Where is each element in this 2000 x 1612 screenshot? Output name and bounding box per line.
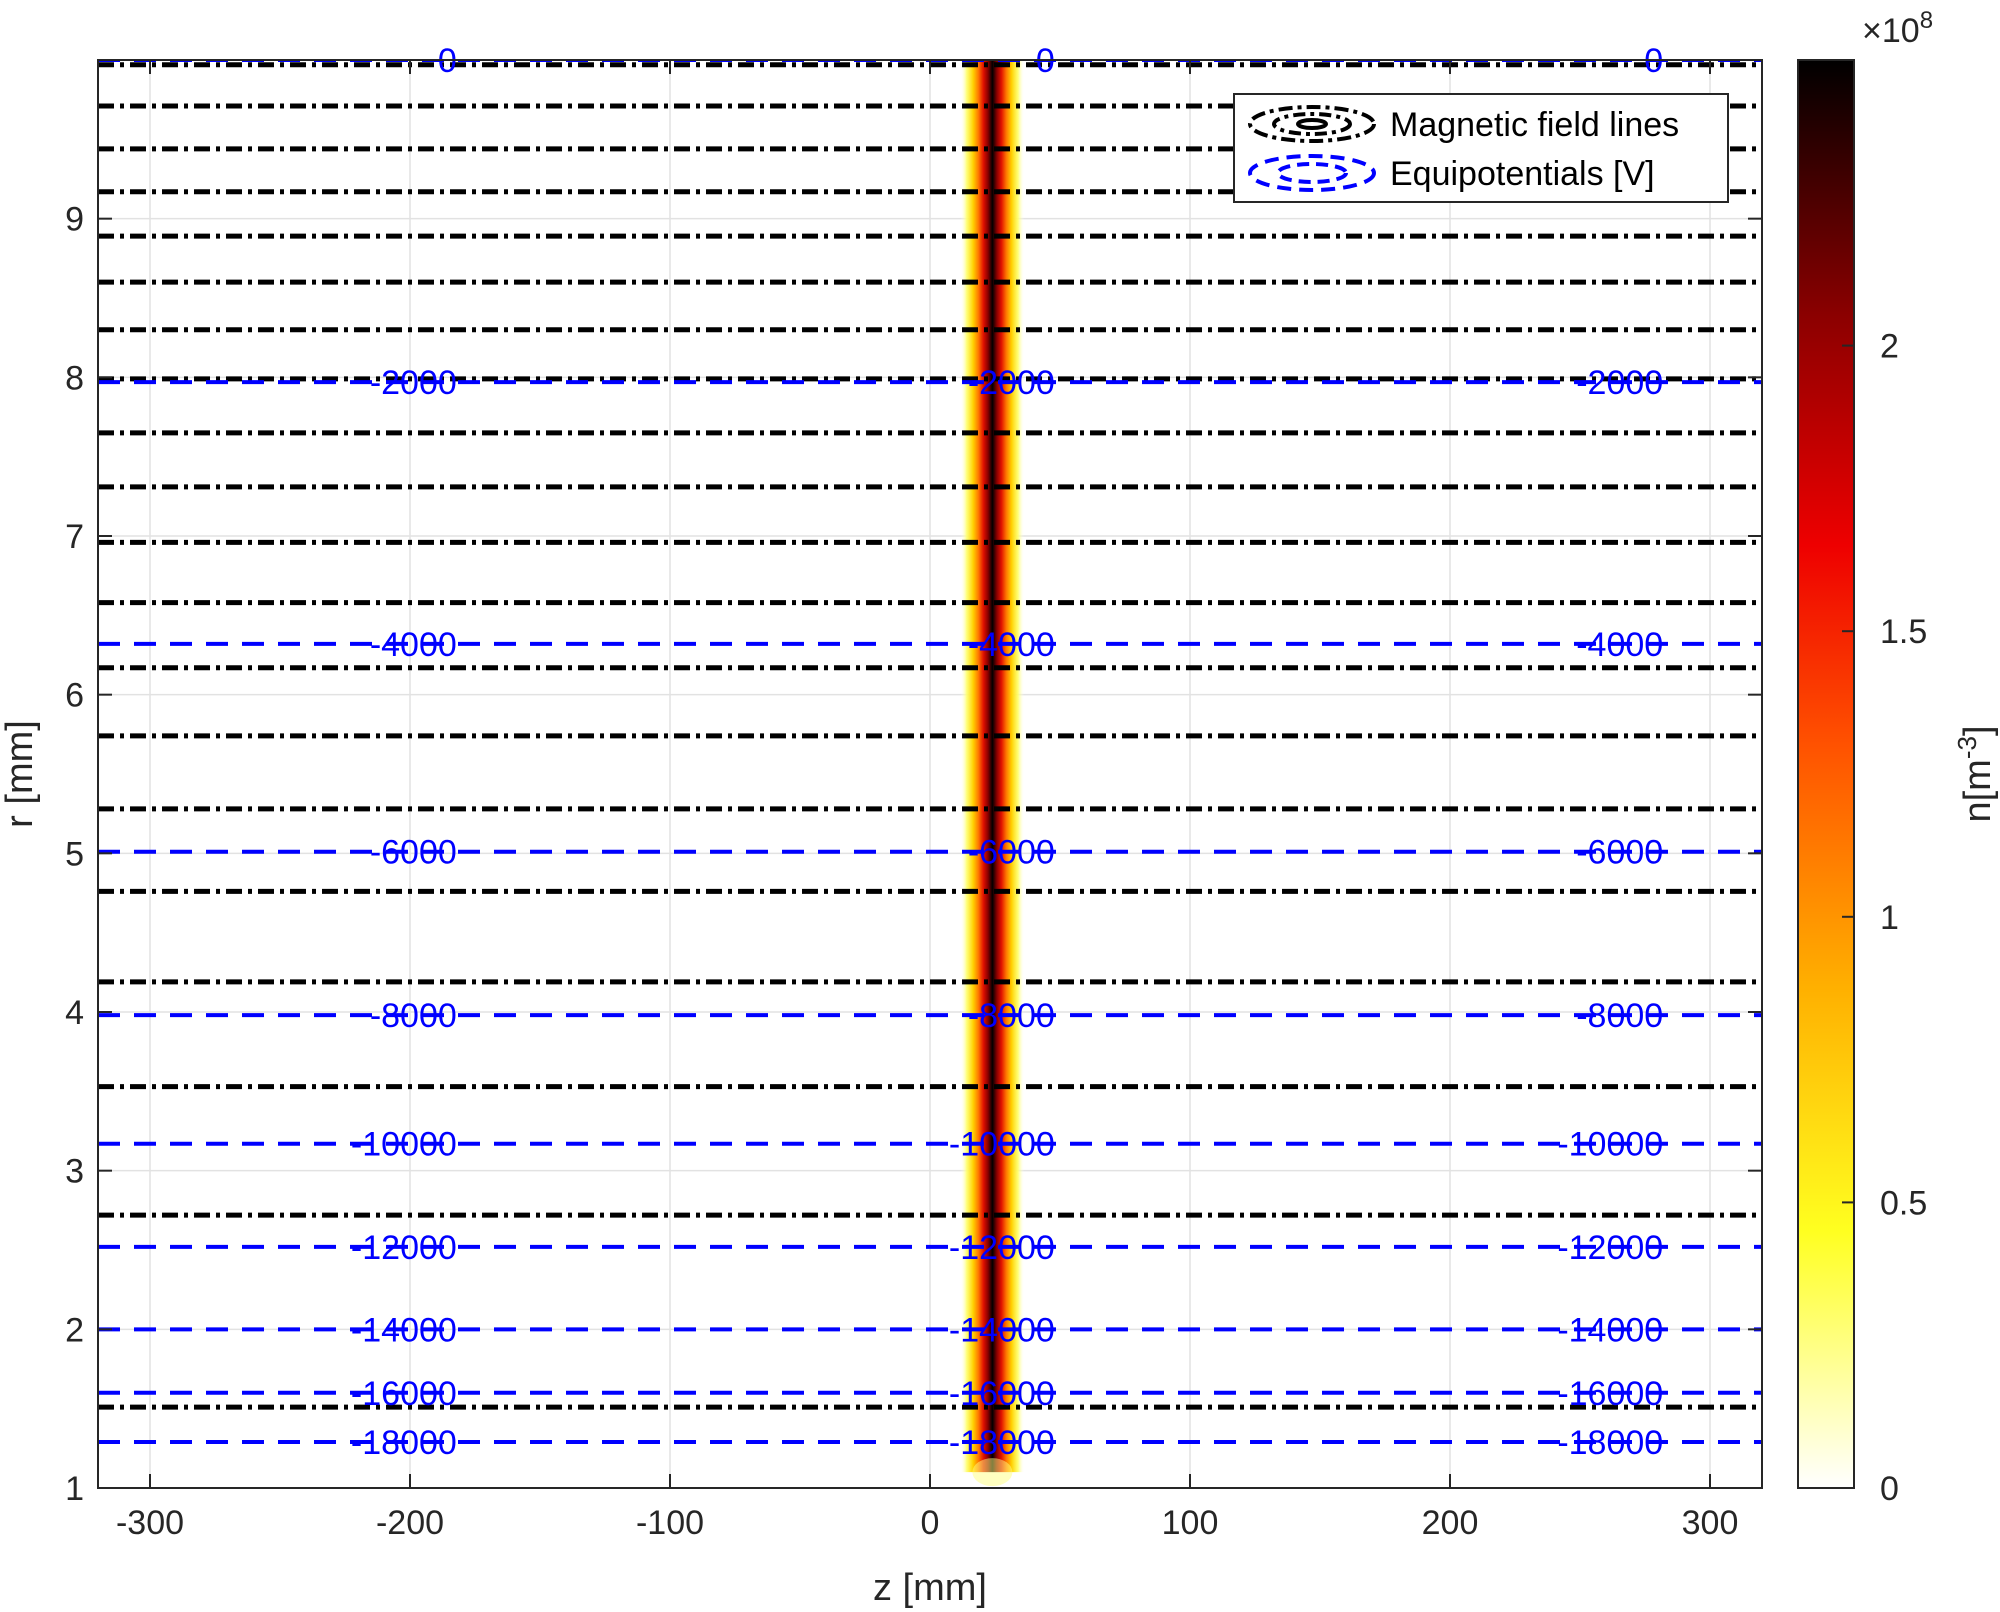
svg-text:n[m-3]: n[m-3]: [1952, 725, 1999, 822]
colorbar-tick-label: 0.5: [1880, 1184, 1927, 1222]
y-tick-label: 1: [65, 1470, 84, 1508]
legend[interactable]: Magnetic field lines Equipotentials [V]: [1233, 93, 1729, 203]
svg-text:×108: ×108: [1862, 7, 1933, 50]
equipotential-label: -12000: [949, 1229, 1055, 1267]
x-tick-label: -200: [376, 1504, 444, 1542]
y-tick-label: 9: [65, 201, 84, 239]
equipotential-label: -4000: [370, 626, 457, 664]
equipotential-label: -10000: [351, 1126, 457, 1164]
colorbar-tick-label: 1: [1880, 899, 1899, 937]
colorbar-tick-label: 2: [1880, 328, 1899, 366]
equipotential-label: -4000: [968, 626, 1055, 664]
equipotential-label: -2000: [968, 364, 1055, 402]
x-tick-label: 100: [1162, 1504, 1219, 1542]
x-axis-ticks: -300 -200 -100 0 100 200 300: [116, 60, 1738, 1542]
colorbar-ticks: 0 0.5 1 1.5 2: [1842, 328, 1927, 1508]
equipotential-label: -14000: [351, 1311, 457, 1349]
legend-box: [1233, 93, 1729, 203]
colorbar: 0 0.5 1 1.5 2 ×108 n[m-3]: [1797, 7, 1999, 1508]
y-tick-label: 2: [65, 1311, 84, 1349]
equipotential-label: -8000: [968, 997, 1055, 1035]
legend-label-magnetic: Magnetic field lines: [1390, 106, 1679, 144]
y-tick-label: 5: [65, 835, 84, 873]
equipotential-label: -2000: [370, 364, 457, 402]
grid-lines: [98, 60, 1762, 1489]
equipotential-label: -12000: [1557, 1229, 1663, 1267]
density-beam-column: [960, 60, 1025, 1473]
equipotential-label: -6000: [1576, 834, 1663, 872]
y-tick-label: 8: [65, 359, 84, 397]
equipotential-label: -14000: [1557, 1311, 1663, 1349]
colorbar-gradient: [1797, 59, 1855, 1489]
equipotential-labels: 0 0 0-2000 -2000 -2000-4000 -4000 -4000-6000 -6…: [351, 42, 1663, 1462]
colorbar-tick-label: 1.5: [1880, 613, 1927, 651]
density-beam-tip: [972, 1458, 1013, 1487]
x-tick-label: -100: [636, 1504, 704, 1542]
equipotential-label: -6000: [370, 834, 457, 872]
x-tick-label: -300: [116, 1504, 184, 1542]
colorbar-multiplier: ×108: [1862, 7, 1933, 50]
equipotential-label: -16000: [351, 1375, 457, 1413]
y-tick-label: 4: [65, 994, 84, 1032]
legend-equipotential-swatch: [1248, 154, 1376, 192]
y-axis-label: r [mm]: [0, 720, 41, 828]
y-tick-label: 7: [65, 518, 84, 556]
x-axis-label: z [mm]: [873, 1567, 987, 1609]
equipotential-label: -2000: [1576, 364, 1663, 402]
x-tick-label: 0: [921, 1504, 940, 1542]
equipotential-label: -16000: [1557, 1375, 1663, 1413]
density-beam: [960, 60, 1025, 1487]
colorbar-label: n[m-3]: [1952, 725, 1999, 822]
y-axis-ticks: 1 2 3 4 5 6 7 8 9: [65, 201, 1762, 1508]
equipotential-label: -10000: [949, 1126, 1055, 1164]
equipotential-lines: [98, 60, 1762, 1444]
equipotential-label: -8000: [370, 997, 457, 1035]
equipotential-label: -14000: [949, 1311, 1055, 1349]
y-tick-label: 6: [65, 677, 84, 715]
x-tick-label: 200: [1422, 1504, 1479, 1542]
colorbar-tick-label: 0: [1880, 1470, 1899, 1508]
equipotential-label: -4000: [1576, 626, 1663, 664]
legend-label-equipotentials: Equipotentials [V]: [1390, 155, 1655, 193]
equipotential-label: -16000: [949, 1375, 1055, 1413]
equipotential-label: -18000: [949, 1424, 1055, 1462]
legend-magnetic-swatch: [1248, 105, 1376, 143]
equipotential-label: -18000: [1557, 1424, 1663, 1462]
equipotential-label: -18000: [351, 1424, 457, 1462]
equipotential-label: -6000: [968, 834, 1055, 872]
equipotential-label: -8000: [1576, 997, 1663, 1035]
equipotential-label: -10000: [1557, 1126, 1663, 1164]
equipotential-label: -12000: [351, 1229, 457, 1267]
x-tick-label: 300: [1682, 1504, 1739, 1542]
y-tick-label: 3: [65, 1153, 84, 1191]
